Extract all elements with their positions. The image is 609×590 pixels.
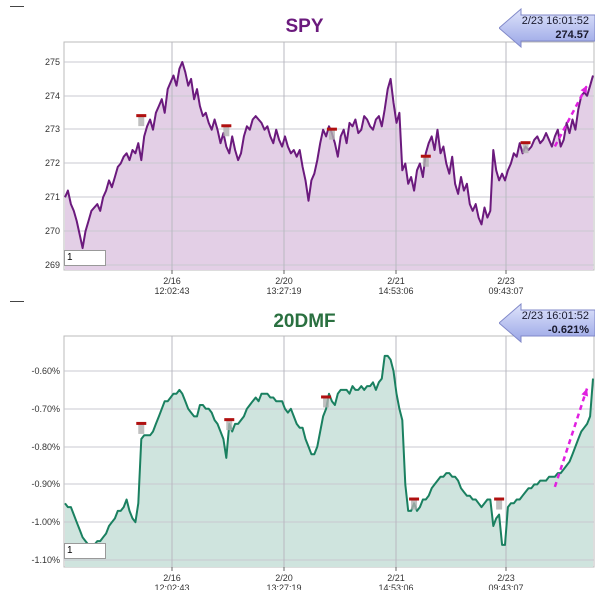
y-tick-label: 270 [45, 226, 60, 236]
x-tick-time: 14:53:06 [378, 583, 413, 590]
x-tick-time: 14:53:06 [378, 286, 413, 295]
x-tick-date: 2/16 [163, 276, 181, 286]
marker-shadow [223, 126, 230, 137]
period-input[interactable]: 1 [64, 250, 106, 266]
dmf-chart-svg: -0.60% -0.70% -0.80% -0.90% -1.00% -1.10% 2/16… [31, 335, 595, 590]
x-tick-time: 12:02:43 [154, 583, 189, 590]
trend-arrow-line [553, 84, 589, 148]
y-tick-label: 274 [45, 91, 60, 101]
x-tick-date: 2/16 [163, 573, 181, 583]
x-tick-time: 12:02:43 [154, 286, 189, 295]
callout-date: 2/23 16:01:52 [521, 15, 589, 27]
series-line [64, 354, 594, 546]
y-tick-label: -1.00% [31, 517, 60, 527]
marker-shadow [323, 397, 330, 408]
event-marker [136, 421, 147, 425]
x-tick-time: 09:43:07 [488, 583, 523, 590]
event-marker [321, 395, 332, 399]
y-tick-label: 272 [45, 158, 60, 168]
y-tick-label: 271 [45, 192, 60, 202]
event-marker [520, 141, 531, 145]
marker-shadow [411, 499, 418, 510]
event-marker [221, 124, 232, 128]
left-arrow-icon [499, 8, 595, 48]
trend-arrow-head [580, 85, 587, 94]
event-marker [326, 127, 337, 131]
marker-shadow [496, 499, 503, 510]
dmf-chart-panel: 20DMF -0.60% -0.70% -0.80% -0.90% -1.00% -1.1… [0, 295, 609, 590]
y-tick-label: 275 [45, 57, 60, 67]
callout-value: 274.57 [555, 29, 589, 41]
y-tick-label: -0.70% [31, 404, 60, 414]
left-arrow-icon [499, 303, 595, 343]
marker-shadow [138, 116, 145, 127]
y-tick-label: -0.60% [31, 366, 60, 376]
x-tick-date: 2/20 [275, 276, 293, 286]
event-marker [494, 497, 505, 501]
marker-shadow [226, 420, 233, 431]
marker-shadow [422, 156, 429, 167]
spy-chart-panel: SPY 275 274 273 272 271 270 269 2/16 12:02:43 2/2… [10, 6, 595, 295]
panel-collapse-dash[interactable] [10, 6, 24, 7]
series-area-fill [65, 62, 593, 270]
y-tick-label: 273 [45, 124, 60, 134]
y-tick-label: 269 [45, 260, 60, 270]
x-tick-date: 2/21 [387, 573, 405, 583]
x-tick-time: 09:43:07 [488, 286, 523, 295]
chart-title: 20DMF [273, 311, 336, 332]
marker-shadow [522, 143, 529, 154]
x-tick-date: 2/23 [497, 573, 515, 583]
series-line [64, 61, 594, 250]
event-marker [420, 154, 431, 158]
y-tick-label: -0.80% [31, 442, 60, 452]
marker-shadow [138, 423, 145, 434]
period-input[interactable]: 1 [64, 543, 106, 559]
last-value-callout: 2/23 16:01:52 -0.621% [499, 303, 595, 343]
event-marker [409, 497, 420, 501]
x-tick-date: 2/21 [387, 276, 405, 286]
chart-title: SPY [285, 16, 324, 37]
series-area-fill [65, 355, 593, 567]
x-tick-date: 2/20 [275, 573, 293, 583]
callout-date: 2/23 16:01:52 [521, 310, 589, 322]
y-tick-label: -1.10% [31, 555, 60, 565]
y-tick-label: -0.90% [31, 479, 60, 489]
marker-shadow [328, 129, 335, 140]
x-tick-time: 13:27:19 [266, 583, 301, 590]
callout-value: -0.621% [548, 324, 589, 336]
event-marker [224, 418, 235, 422]
event-marker [136, 114, 147, 118]
x-tick-date: 2/23 [497, 276, 515, 286]
trend-arrow-head [581, 388, 589, 397]
last-value-callout: 2/23 16:01:52 274.57 [499, 8, 595, 48]
x-tick-time: 13:27:19 [266, 286, 301, 295]
panel-collapse-dash[interactable] [10, 301, 24, 302]
